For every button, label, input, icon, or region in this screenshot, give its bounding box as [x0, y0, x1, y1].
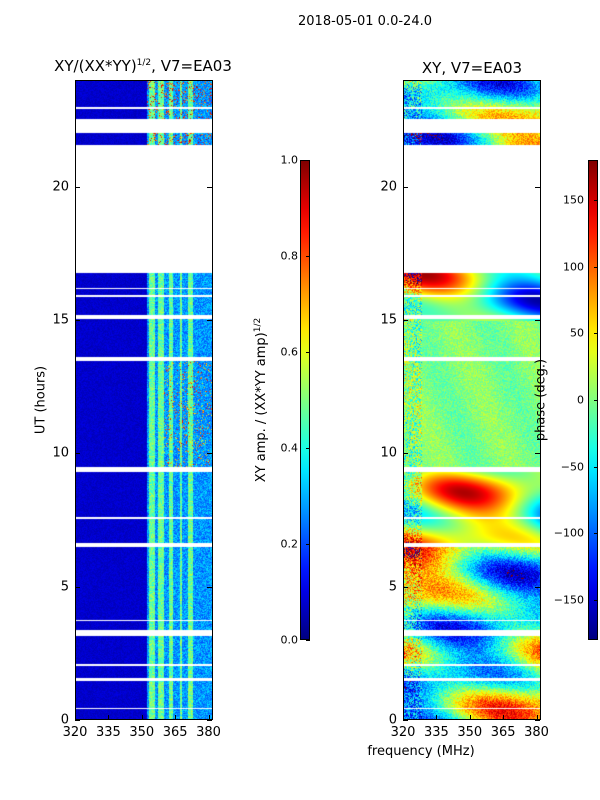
phase-colorbar-tick-label: −100: [553, 526, 584, 540]
amplitude-y-axis-label: UT (hours): [33, 365, 49, 435]
amplitude-ytick-mark-right: [207, 586, 212, 588]
phase-colorbar-tick-mark: [594, 400, 598, 401]
phase-panel-title: XY, V7=EA03: [421, 59, 523, 77]
amplitude-colorbar-tick-label: 0.6: [280, 345, 299, 359]
amplitude-xtick-label: 365: [162, 725, 188, 740]
phase-ytick-label: 15: [380, 312, 397, 328]
amplitude-colorbar-label: XY amp. / (XX*YY amp)1/2: [252, 317, 270, 483]
amplitude-colorbar-tick-mark: [306, 544, 310, 545]
phase-colorbar-tick-mark: [594, 266, 598, 268]
phase-xtick-label: 365: [490, 725, 516, 740]
phase-ytick-label: 20: [380, 179, 397, 195]
phase-heatmap: [404, 81, 540, 719]
amplitude-ytick-label: 15: [52, 312, 69, 328]
phase-xtick-mark: [403, 715, 404, 720]
phase-ytick-label: 5: [388, 579, 397, 595]
amplitude-heatmap-plot[interactable]: [75, 80, 213, 720]
amplitude-colorbar: [300, 160, 310, 640]
amplitude-xtick-mark: [175, 715, 177, 720]
amplitude-ytick-label: 0: [60, 712, 69, 728]
phase-colorbar-tick-mark: [594, 200, 598, 201]
phase-xtick-label: 320: [390, 725, 416, 740]
phase-ytick-mark-right: [535, 186, 540, 188]
amplitude-colorbar-tick-mark: [306, 448, 310, 449]
phase-ytick-mark-right: [535, 453, 540, 455]
amplitude-xtick-mark: [75, 715, 76, 720]
amplitude-ytick-mark: [75, 453, 80, 455]
phase-ytick-mark: [403, 453, 408, 455]
phase-colorbar-tick-mark: [594, 533, 598, 535]
amplitude-colorbar-tick-label: 0.8: [280, 249, 299, 263]
amplitude-ytick-mark: [75, 186, 80, 188]
phase-colorbar-tick-label: −50: [560, 460, 584, 474]
amplitude-xtick-mark: [141, 715, 143, 720]
amplitude-colorbar-tick-mark: [306, 256, 310, 257]
phase-xtick-label: 335: [423, 725, 449, 740]
amplitude-heatmap: [76, 81, 212, 719]
phase-xtick-mark: [469, 715, 471, 720]
amplitude-ytick-mark: [75, 586, 80, 588]
phase-xtick-label: 380: [524, 725, 549, 740]
phase-colorbar-tick-mark: [594, 466, 598, 468]
phase-colorbar-tick-label: 0: [577, 393, 584, 407]
phase-colorbar-tick-label: 50: [570, 326, 584, 340]
phase-ytick-mark-right: [535, 586, 540, 588]
amplitude-xtick-label: 350: [129, 725, 155, 740]
phase-ytick-label: 10: [380, 445, 397, 461]
phase-colorbar-tick-label: 150: [563, 193, 584, 207]
phase-xtick-mark: [503, 715, 505, 720]
phase-ytick-mark: [403, 186, 408, 188]
amplitude-colorbar-tick-label: 0.2: [280, 537, 299, 551]
shared-x-axis-label: frequency (MHz): [367, 744, 475, 759]
phase-colorbar-tick-label: −150: [553, 593, 584, 607]
amplitude-colorbar-tick-label: 0.4: [280, 441, 299, 455]
amplitude-ytick-mark: [75, 720, 80, 721]
amplitude-xtick-label: 320: [62, 725, 88, 740]
amplitude-ytick-mark-right: [207, 720, 212, 721]
phase-colorbar-tick-mark: [594, 600, 598, 601]
amplitude-ytick-mark-right: [207, 186, 212, 188]
amplitude-ytick-label: 5: [60, 579, 69, 595]
amplitude-colorbar-tick-mark: [306, 640, 310, 641]
amplitude-ytick-mark-right: [207, 320, 212, 321]
phase-xtick-mark: [536, 715, 538, 720]
phase-ytick-mark: [403, 586, 408, 588]
amplitude-xtick-mark: [108, 715, 110, 720]
amplitude-ytick-mark-right: [207, 453, 212, 455]
phase-ytick-mark-right: [535, 720, 540, 721]
amplitude-xtick-label: 380: [196, 725, 221, 740]
phase-colorbar-tick-mark: [594, 333, 598, 335]
amplitude-ytick-mark: [75, 320, 80, 321]
amplitude-colorbar-tick-mark: [306, 160, 310, 161]
phase-heatmap-plot[interactable]: [403, 80, 541, 720]
phase-xtick-mark: [436, 715, 438, 720]
amplitude-xtick-mark: [208, 715, 210, 720]
amplitude-xtick-label: 335: [95, 725, 121, 740]
amplitude-ytick-label: 10: [52, 445, 69, 461]
amplitude-colorbar-tick-label: 0.0: [280, 633, 299, 647]
figure-suptitle: 2018-05-01 0.0-24.0: [298, 14, 432, 29]
phase-ytick-mark: [403, 320, 408, 321]
phase-colorbar-tick-label: 100: [563, 260, 584, 274]
phase-ytick-mark-right: [535, 320, 540, 321]
phase-ytick-mark: [403, 720, 408, 721]
amplitude-panel-title: XY/(XX*YY)1/2, V7=EA03: [54, 57, 232, 75]
amplitude-ytick-label: 20: [52, 179, 69, 195]
amplitude-colorbar-tick-mark: [306, 352, 310, 353]
phase-colorbar-label: phase (deg.): [533, 358, 549, 442]
phase-xtick-label: 350: [457, 725, 483, 740]
amplitude-colorbar-tick-label: 1.0: [280, 153, 299, 167]
phase-ytick-label: 0: [388, 712, 397, 728]
